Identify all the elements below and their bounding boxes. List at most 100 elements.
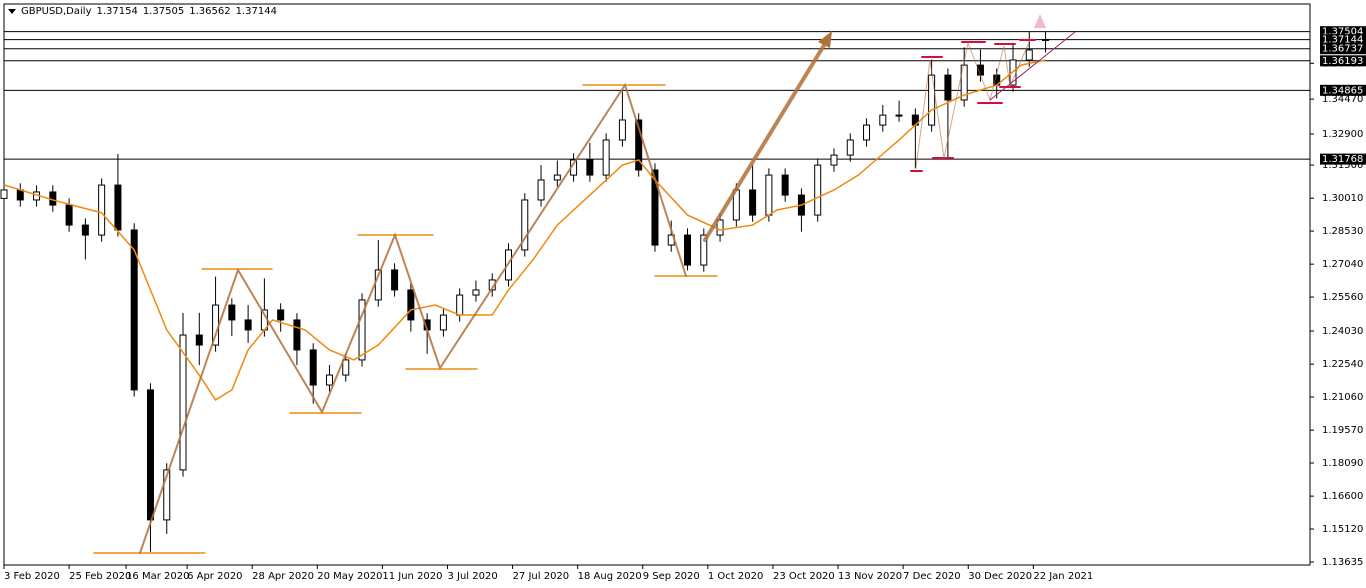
- candle-body: [521, 199, 529, 251]
- quote-value: 1.37505: [142, 6, 185, 17]
- y-tick-label: 1.16600: [1322, 491, 1363, 502]
- candle-body: [716, 219, 724, 236]
- y-tick-label: 1.32900: [1322, 129, 1363, 140]
- menu-arrow: [8, 9, 16, 14]
- y-tick-label: 1.31500: [1322, 160, 1363, 171]
- level-label-bg: [1320, 34, 1366, 46]
- marks: [0, 31, 1310, 552]
- drawings: [93, 14, 1076, 554]
- candle-body: [602, 139, 610, 176]
- y-tick-label: 1.21060: [1322, 392, 1363, 403]
- candle-body: [65, 204, 73, 226]
- candle-body: [700, 234, 708, 266]
- y-tick-label: 1.19570: [1322, 425, 1363, 436]
- candle-body: [163, 469, 171, 521]
- moving-average: [3, 59, 1046, 401]
- x-tick-label: 3 Jul 2020: [447, 571, 497, 582]
- header: GBPUSD,Daily 1.37154 1.37505 1.36562 1.37144: [8, 6, 277, 17]
- axes: 1.360801.344701.329001.315001.300101.285…: [3, 4, 1366, 582]
- level-label-bg: [1320, 26, 1366, 38]
- level-label-bg: [1320, 84, 1366, 96]
- candle-body: [49, 191, 57, 206]
- x-tick-label: 18 Aug 2020: [578, 571, 642, 582]
- candle-body: [228, 304, 236, 321]
- candle-body: [293, 319, 301, 351]
- candle-body: [1042, 38, 1050, 41]
- y-tick-label: 1.34470: [1322, 94, 1363, 105]
- candle-body: [16, 189, 24, 201]
- candle-body: [814, 164, 822, 216]
- candle-body: [1025, 49, 1033, 61]
- x-tick-label: 9 Sep 2020: [643, 571, 700, 582]
- level-label: 1.36737: [1322, 44, 1363, 55]
- candle-body: [179, 334, 187, 471]
- level-label: 1.37144: [1322, 35, 1363, 46]
- quote-value: 1.36562: [189, 6, 231, 17]
- candle-body: [0, 189, 8, 199]
- candle-body: [130, 229, 138, 391]
- candle-body: [98, 184, 106, 236]
- candle-body: [586, 159, 594, 176]
- candle-body: [781, 174, 789, 196]
- candle-body: [960, 64, 968, 101]
- candle-body: [277, 309, 285, 321]
- level-label-bg: [1320, 55, 1366, 67]
- candle-body: [846, 139, 854, 156]
- symbol: GBPUSD,Daily: [21, 6, 92, 17]
- candle-body: [928, 74, 936, 126]
- y-tick-label: 1.15120: [1322, 524, 1363, 535]
- quote-value: 1.37154: [96, 6, 138, 17]
- x-tick-label: 22 Jan 2021: [1033, 571, 1093, 582]
- x-tick-label: 1 Oct 2020: [708, 571, 763, 582]
- y-tick-label: 1.27040: [1322, 259, 1363, 270]
- y-tick-label: 1.25560: [1322, 292, 1363, 303]
- x-tick-label: 13 Nov 2020: [838, 571, 902, 582]
- candle-body: [391, 269, 399, 291]
- plot-area: [3, 3, 1311, 566]
- y-tick-label: 1.18090: [1322, 458, 1363, 469]
- candle-body: [765, 174, 773, 216]
- level-label: 1.31768: [1322, 154, 1363, 165]
- candle-body: [895, 114, 903, 117]
- x-tick-label: 30 Dec 2020: [968, 571, 1032, 582]
- candle-body: [472, 289, 480, 296]
- x-tick-label: 16 Mar 2020: [126, 571, 189, 582]
- candle-body: [684, 234, 692, 266]
- y-tick-label: 1.13635: [1322, 557, 1363, 568]
- candle-body: [114, 184, 122, 231]
- x-tick-label: 3 Feb 2020: [4, 571, 60, 582]
- y-tick-label: 1.22540: [1322, 359, 1363, 370]
- y-tick-label: 1.24030: [1322, 326, 1363, 337]
- x-tick-label: 11 Jun 2020: [382, 571, 442, 582]
- candle-body: [537, 179, 545, 201]
- candle-body: [879, 114, 887, 126]
- candle-body: [944, 74, 952, 101]
- quote-value: 1.37144: [235, 6, 277, 17]
- candle-body: [651, 169, 659, 246]
- candle-body: [195, 334, 203, 346]
- candle-body: [81, 224, 89, 236]
- candle-body: [456, 294, 464, 316]
- level-label-bg: [1320, 43, 1366, 55]
- x-tick-label: 27 Jul 2020: [513, 571, 570, 582]
- y-tick-label: 1.28530: [1322, 226, 1363, 237]
- candle-body: [342, 359, 350, 376]
- candle-body: [244, 319, 252, 331]
- level-label: 1.34865: [1322, 85, 1363, 96]
- candle-body: [309, 349, 317, 386]
- candle-body: [635, 119, 643, 171]
- candle-body: [146, 389, 154, 521]
- candle-body: [863, 124, 871, 141]
- x-tick-label: 20 May 2020: [317, 571, 382, 582]
- x-tick-label: 7 Dec 2020: [903, 571, 961, 582]
- candle-body: [749, 189, 757, 216]
- candle-body: [358, 299, 366, 361]
- level-label-bg: [1320, 153, 1366, 165]
- candle-body: [407, 289, 415, 321]
- level-label: 1.36193: [1322, 56, 1363, 67]
- y-tick-label: 1.30010: [1322, 193, 1363, 204]
- candle-body: [830, 154, 838, 166]
- candle-body: [439, 314, 447, 331]
